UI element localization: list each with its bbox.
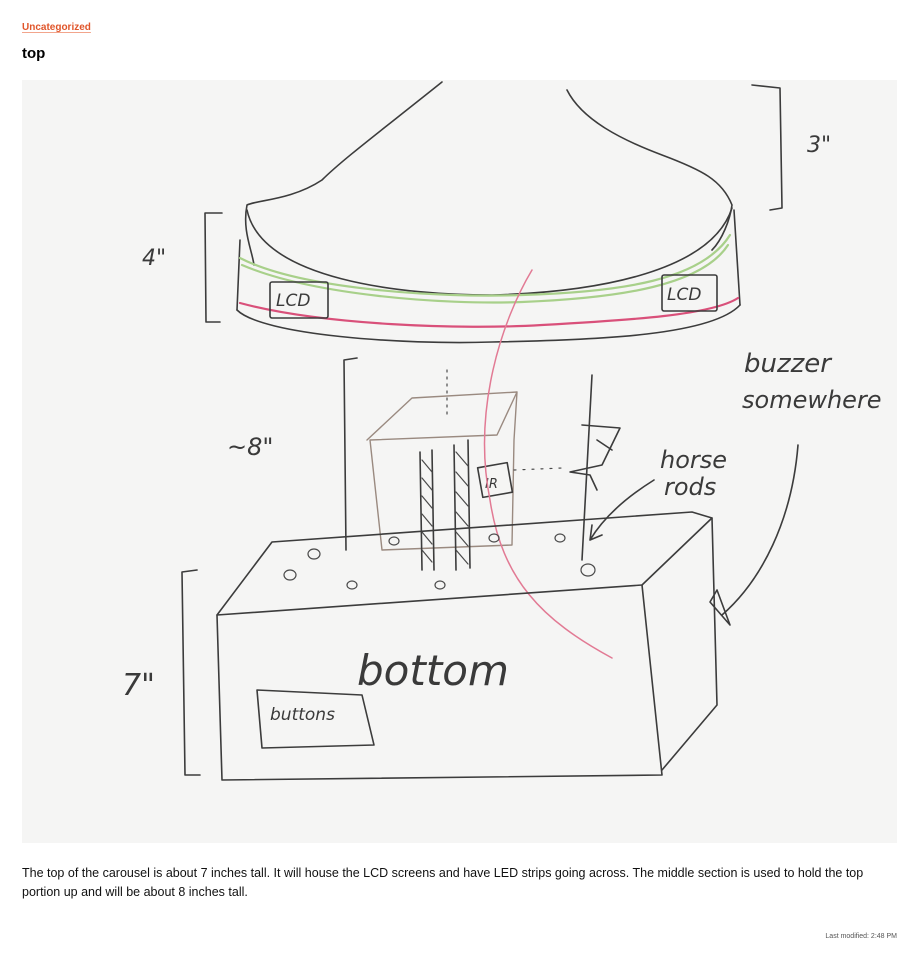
dome-outline bbox=[244, 81, 443, 266]
dim-8in-label: ~8" bbox=[227, 433, 273, 461]
buttons-box bbox=[256, 689, 375, 749]
top-disc-bottom bbox=[236, 304, 741, 344]
top-disc-right-side bbox=[733, 209, 741, 306]
pillar-left bbox=[419, 449, 435, 571]
hole bbox=[388, 536, 400, 546]
dome-outline-right bbox=[566, 89, 733, 251]
hole bbox=[307, 548, 321, 560]
hole bbox=[434, 580, 446, 590]
sketch-image: LCD LCD 3" 4" ~8" IR horse rods bbox=[22, 80, 897, 843]
bottom-box-front bbox=[216, 584, 663, 781]
pillar-left-hatch bbox=[421, 459, 433, 563]
buzzer-arrow bbox=[721, 444, 799, 616]
dim-7in-label: 7" bbox=[122, 668, 155, 703]
carousel-sketch-drawing: LCD LCD 3" 4" ~8" IR horse rods bbox=[122, 81, 882, 781]
bottom-box-right bbox=[661, 517, 718, 771]
pillar-right bbox=[453, 439, 471, 571]
hole bbox=[554, 533, 566, 543]
hole bbox=[346, 580, 358, 590]
bracket-4in bbox=[204, 212, 223, 323]
hole bbox=[580, 563, 596, 577]
ir-dots bbox=[513, 467, 563, 471]
horse-label-2: rods bbox=[664, 473, 716, 501]
horse-figure bbox=[569, 424, 621, 491]
bracket-7in bbox=[181, 569, 201, 776]
pillar-right-hatch bbox=[455, 451, 469, 565]
post-description: The top of the carousel is about 7 inche… bbox=[22, 866, 864, 899]
lcd-box-left bbox=[269, 281, 329, 319]
post-title: top bbox=[22, 45, 46, 62]
dim-3in-label: 3" bbox=[807, 133, 831, 158]
horse-label-1: horse bbox=[660, 446, 727, 474]
dim-4in-label: 4" bbox=[142, 246, 166, 271]
hole bbox=[488, 533, 500, 543]
middle-frame bbox=[366, 391, 518, 551]
led-strip-green-2 bbox=[240, 243, 730, 304]
bottom-box-top bbox=[216, 511, 713, 616]
bottom-label: bottom bbox=[357, 646, 509, 695]
bracket-8in bbox=[343, 357, 358, 551]
lcd-box-right bbox=[661, 274, 718, 312]
buttons-label: buttons bbox=[270, 705, 335, 725]
pink-wire bbox=[483, 269, 613, 659]
buzzer-arrowhead bbox=[709, 589, 731, 626]
buzzer-label-1: buzzer bbox=[744, 349, 833, 379]
ir-sensor-box bbox=[476, 461, 514, 499]
top-disc-left-side bbox=[236, 239, 241, 311]
bracket-3in bbox=[751, 84, 783, 211]
lcd-label-left: LCD bbox=[276, 291, 310, 311]
category-link[interactable]: Uncategorized bbox=[22, 22, 91, 33]
hole bbox=[283, 569, 297, 581]
led-strip-green bbox=[238, 233, 732, 297]
lcd-label-right: LCD bbox=[667, 285, 701, 305]
horse-rod-arrow bbox=[589, 479, 655, 541]
last-modified-timestamp: Last modified: 2:48 PM bbox=[825, 933, 897, 940]
buzzer-label-2: somewhere bbox=[742, 386, 882, 414]
